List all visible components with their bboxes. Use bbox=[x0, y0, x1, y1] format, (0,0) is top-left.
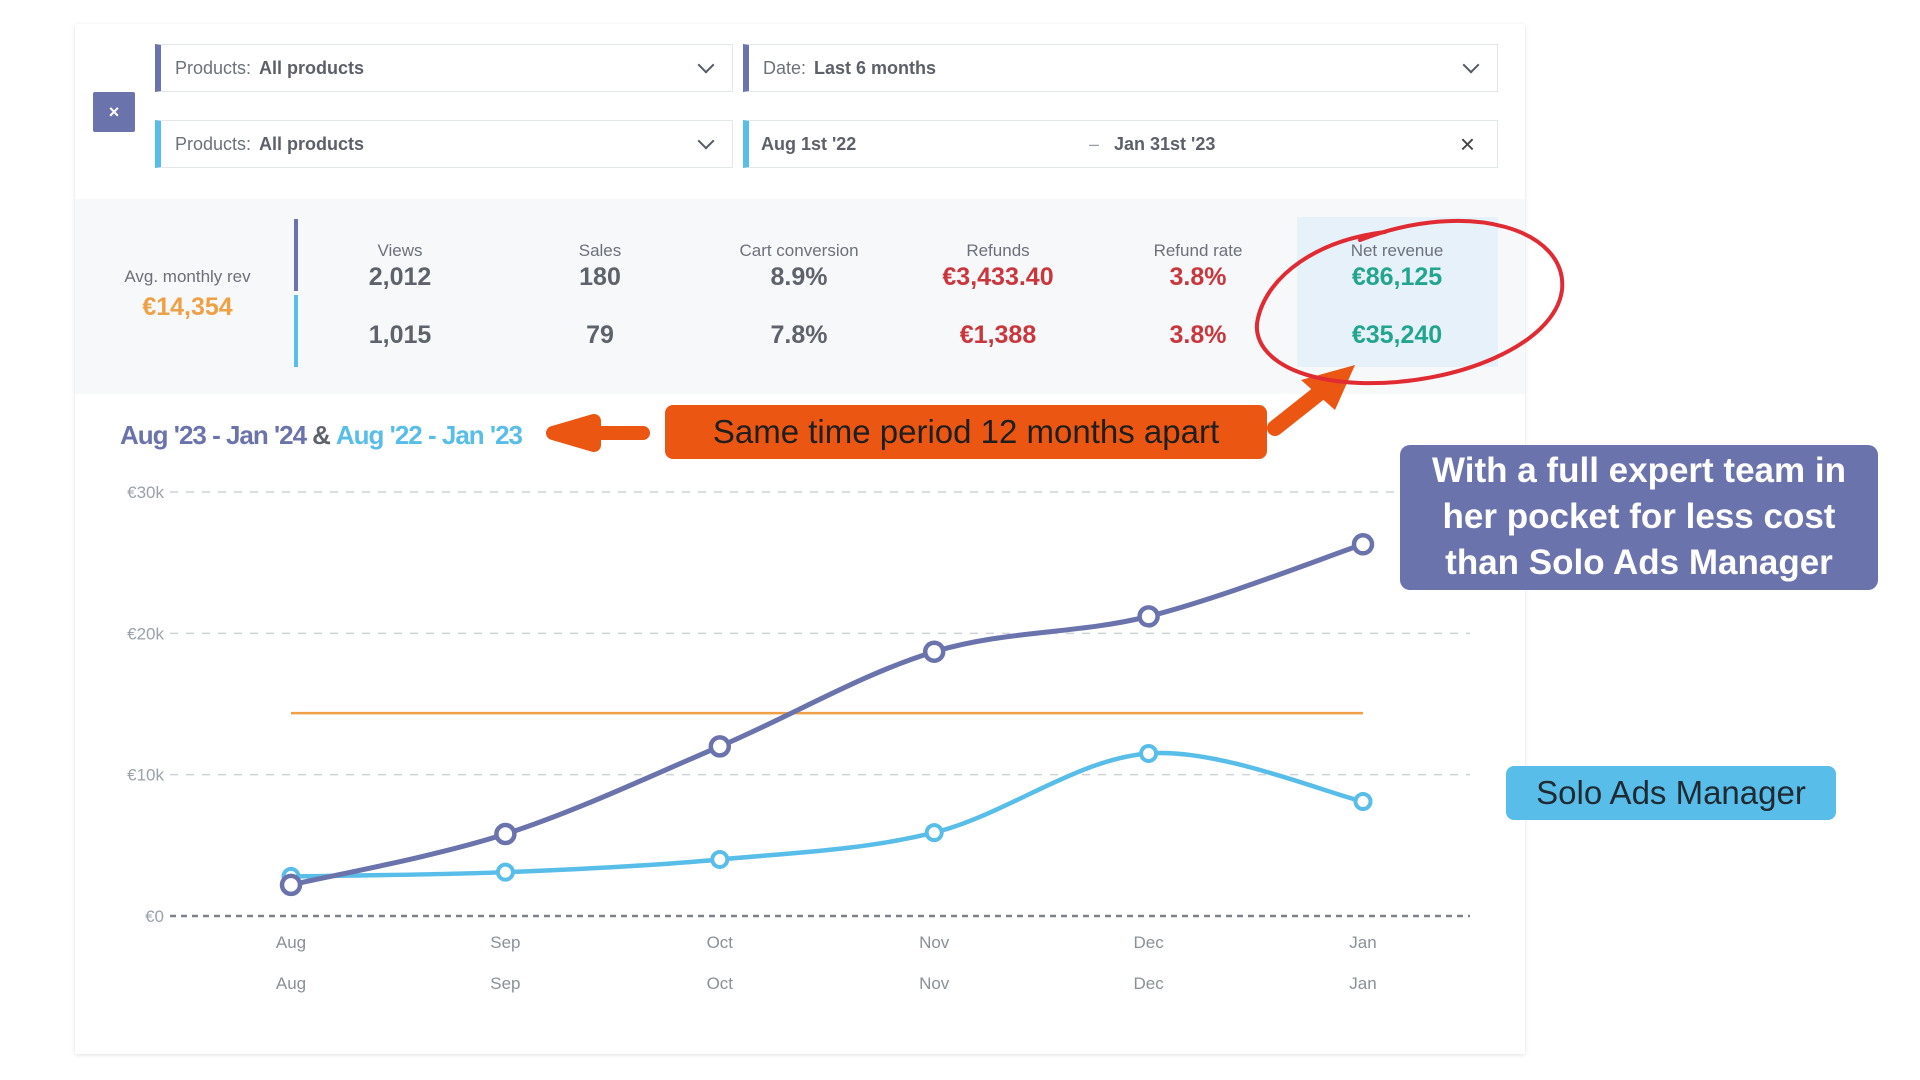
callout-line: her pocket for less cost bbox=[1442, 497, 1836, 536]
avg-monthly-rev-value: €14,354 bbox=[142, 293, 233, 321]
y-tick-label: €20k bbox=[127, 624, 164, 643]
stats-panel: Avg. monthly rev €14,354 Views 2,012 1,0… bbox=[75, 199, 1525, 394]
callout-line: than Solo Ads Manager bbox=[1445, 543, 1833, 582]
callout-line: With a full expert team in bbox=[1432, 451, 1846, 490]
data-point-current bbox=[708, 735, 732, 758]
data-point-current bbox=[279, 873, 303, 897]
period-ampersand: & bbox=[312, 420, 331, 450]
x-tick-label-secondary: Sep bbox=[490, 974, 520, 993]
callout-expert-team: With a full expert team in her pocket fo… bbox=[1400, 445, 1878, 590]
date-range-input[interactable]: Aug 1st '22 – Jan 31st '23 × bbox=[743, 120, 1498, 168]
x-tick-label-secondary: Nov bbox=[919, 974, 950, 993]
series-line-previous bbox=[288, 750, 1366, 879]
current-period-label: Aug '23 - Jan '24 bbox=[120, 420, 307, 450]
x-tick-label-secondary: Oct bbox=[707, 974, 734, 993]
x-tick-label-secondary: Dec bbox=[1133, 974, 1164, 993]
left-arrow-icon bbox=[546, 414, 650, 452]
x-tick-label: Oct bbox=[707, 933, 734, 952]
clear-filters-button[interactable]: × bbox=[93, 92, 135, 132]
y-tick-label: €10k bbox=[127, 766, 164, 785]
stat-value-previous: €35,240 bbox=[1351, 321, 1443, 349]
stat-value-previous: €1,388 bbox=[959, 321, 1037, 349]
stat-value-previous: 79 bbox=[586, 321, 614, 349]
current-period-marker bbox=[294, 219, 298, 291]
callout-same-period: Same time period 12 months apart bbox=[665, 405, 1267, 459]
net-revenue-highlight bbox=[1297, 217, 1498, 367]
avg-monthly-rev: Avg. monthly rev €14,354 bbox=[75, 267, 300, 322]
date-from: Aug 1st '22 bbox=[761, 133, 857, 154]
stat-value-current: 2,012 bbox=[368, 263, 432, 291]
stat-header: Cart conversion bbox=[739, 241, 859, 260]
data-point-previous bbox=[495, 862, 515, 882]
date-select[interactable]: Date: Last 6 months bbox=[743, 44, 1498, 92]
data-point-previous bbox=[1353, 792, 1373, 812]
date-select-label: Date: bbox=[763, 57, 807, 78]
stat-header: Sales bbox=[578, 241, 622, 260]
products-select-previous[interactable]: Products: All products bbox=[155, 120, 733, 168]
stat-value-previous: 1,015 bbox=[368, 321, 432, 349]
x-tick-label-secondary: Aug bbox=[276, 974, 306, 993]
close-icon[interactable]: × bbox=[1459, 129, 1475, 159]
x-tick-label: Nov bbox=[919, 933, 950, 952]
highlight-circle bbox=[1254, 218, 1565, 386]
products-select-label: Products: bbox=[175, 133, 252, 154]
stat-value-current: 8.9% bbox=[770, 263, 828, 291]
stat-header: Refunds bbox=[966, 241, 1030, 260]
stat-header: Views bbox=[377, 241, 423, 260]
y-tick-label: €30k bbox=[127, 483, 164, 502]
y-tick-label: €0 bbox=[145, 907, 164, 926]
avg-monthly-rev-label: Avg. monthly rev bbox=[124, 267, 251, 286]
stat-header: Refund rate bbox=[1153, 241, 1243, 260]
products-select-label: Products: bbox=[175, 57, 252, 78]
x-tick-label: Jan bbox=[1349, 933, 1376, 952]
series-line-current bbox=[288, 541, 1366, 888]
products-select-current[interactable]: Products: All products bbox=[155, 44, 733, 92]
callout-solo-ads-manager: Solo Ads Manager bbox=[1506, 766, 1836, 820]
x-tick-label-secondary: Jan bbox=[1349, 974, 1376, 993]
stat-value-current: €3,433.40 bbox=[942, 263, 1054, 291]
x-tick-label: Aug bbox=[276, 933, 306, 952]
data-point-previous bbox=[1139, 743, 1159, 763]
x-tick-label: Dec bbox=[1133, 933, 1164, 952]
stat-value-current: 180 bbox=[579, 263, 621, 291]
date-separator: – bbox=[1089, 133, 1100, 154]
filter-bar: × Products: All products Products: All p… bbox=[75, 24, 1525, 199]
stat-value-current: 3.8% bbox=[1169, 263, 1227, 291]
data-point-previous bbox=[924, 823, 944, 843]
data-point-current bbox=[1137, 605, 1160, 628]
data-point-current bbox=[494, 822, 517, 846]
dashboard-card: × Products: All products Products: All p… bbox=[75, 24, 1525, 1054]
period-legend: Aug '23 - Jan '24 & Aug '22 - Jan '23 bbox=[120, 420, 523, 451]
previous-period-marker bbox=[294, 295, 298, 367]
data-point-current bbox=[1351, 533, 1375, 556]
products-select-value: All products bbox=[259, 133, 365, 154]
stat-header: Net revenue bbox=[1350, 241, 1444, 260]
data-point-current bbox=[922, 640, 946, 663]
x-tick-label: Sep bbox=[490, 933, 520, 952]
products-select-value: All products bbox=[259, 57, 365, 78]
stat-value-previous: 3.8% bbox=[1169, 321, 1227, 349]
stat-value-previous: 7.8% bbox=[770, 321, 828, 349]
arrow-shaft bbox=[1267, 382, 1331, 436]
previous-period-label: Aug '22 - Jan '23 bbox=[335, 420, 523, 450]
date-select-value: Last 6 months bbox=[814, 57, 937, 78]
date-to: Jan 31st '23 bbox=[1114, 133, 1216, 154]
data-point-previous bbox=[710, 849, 730, 869]
stat-value-current: €86,125 bbox=[1351, 263, 1443, 291]
